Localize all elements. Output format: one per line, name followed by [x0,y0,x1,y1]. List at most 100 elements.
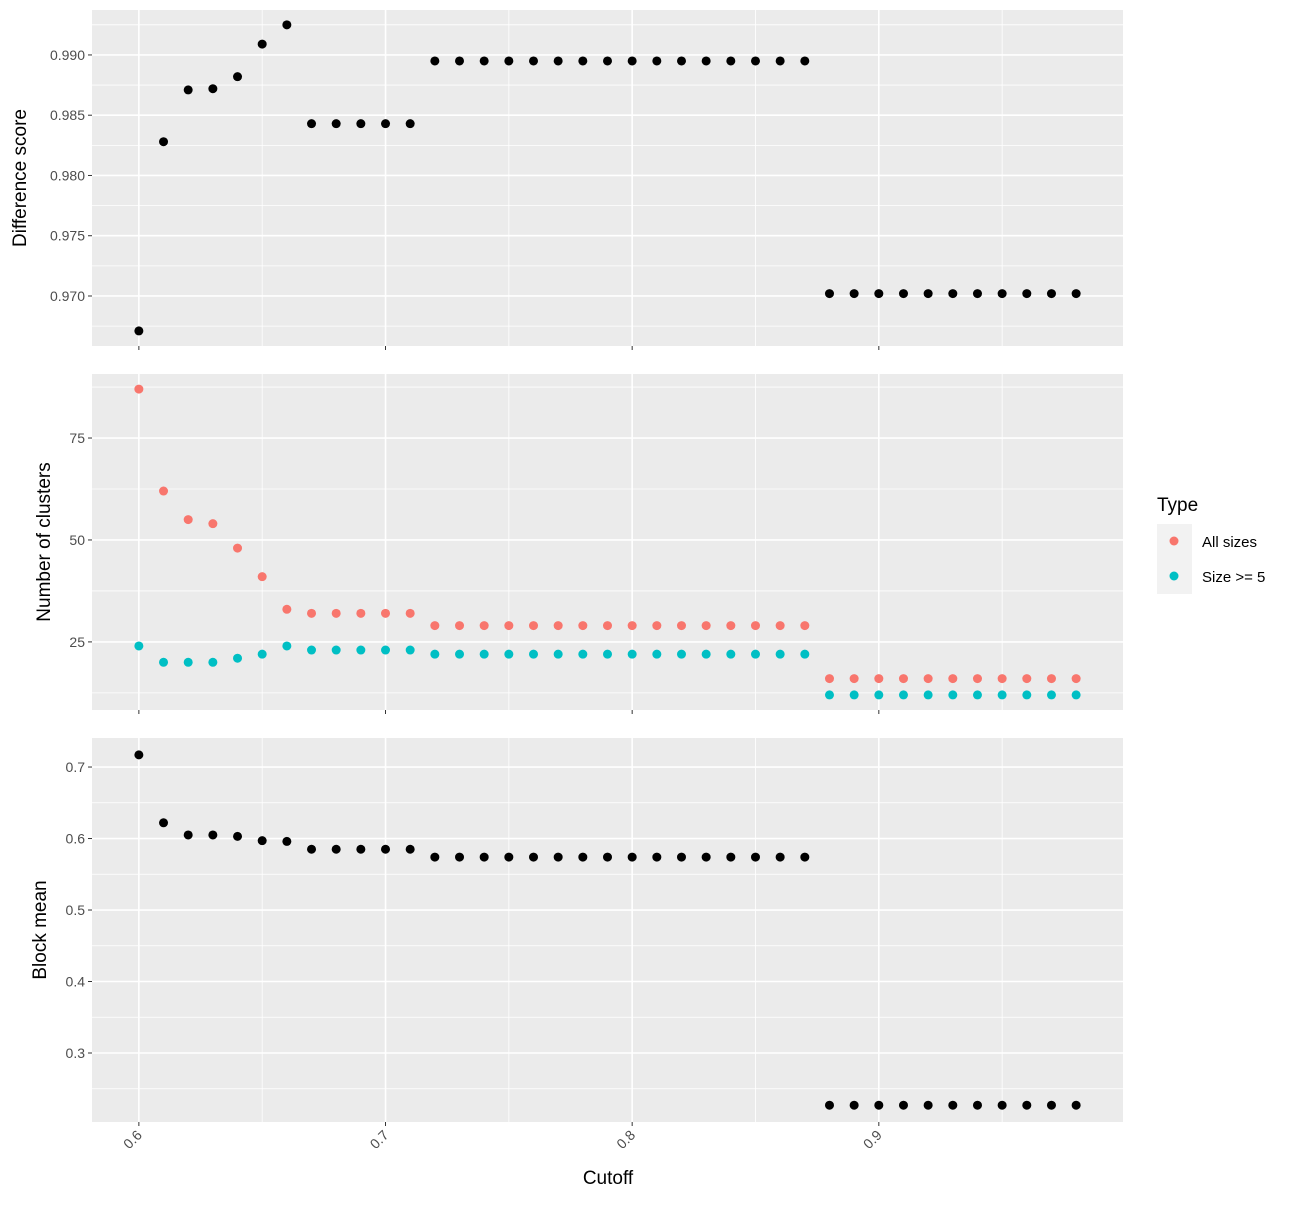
data-point [208,657,218,667]
data-point [972,674,982,684]
panel-background [92,738,1123,1122]
data-point [183,515,193,525]
data-point [159,486,169,496]
data-point [159,657,169,667]
data-point [479,621,489,631]
data-point [356,608,366,618]
data-point [553,852,563,862]
data-point [183,830,193,840]
data-point [504,649,514,659]
data-point [331,645,341,655]
data-point [627,852,637,862]
data-point [701,56,711,66]
data-point [282,604,292,614]
panel-1: 0.970 0.975 0.980 0.985 0.990 Difference scor… [10,10,1123,350]
legend-key-bg [1157,524,1192,594]
y-tick-label: 0.3 [66,1045,86,1061]
legend-key-all-sizes [1169,536,1179,546]
data-point [257,836,267,846]
data-point [307,844,317,854]
data-point [997,1100,1007,1110]
data-point [257,572,267,582]
data-point [282,836,292,846]
y-tick-label: 0.990 [50,47,85,63]
data-point [824,674,834,684]
data-point [578,649,588,659]
data-point [1071,289,1081,299]
data-point [307,119,317,129]
data-point [134,750,144,760]
data-point [824,289,834,299]
data-point [750,852,760,862]
data-point [603,649,612,659]
data-point [504,852,514,862]
data-point [529,649,539,659]
data-point [627,56,637,66]
data-point [800,56,810,66]
data-point [233,543,243,553]
data-point [701,852,711,862]
data-point [430,56,440,66]
data-point [775,649,785,659]
y-axis-label: Number of clusters [34,462,55,621]
data-point [997,289,1007,299]
data-point [750,621,760,631]
data-point [948,1100,958,1110]
data-point [479,852,489,862]
data-point [331,844,341,854]
data-point [405,645,415,655]
y-tick-label: 0.4 [66,974,86,990]
data-point [479,56,489,66]
y-tick-label: 0.5 [66,902,86,918]
legend-label-size-ge-5: Size >= 5 [1202,569,1265,586]
data-point [849,289,859,299]
data-point [331,119,341,129]
data-point [652,621,662,631]
data-point [997,690,1007,700]
data-point [676,56,686,66]
y-tick-label: 0.975 [50,228,85,244]
legend-title: Type [1157,495,1198,516]
y-tick-label: 75 [69,430,85,446]
data-point [750,56,760,66]
data-point [997,674,1007,684]
panel-3: 0.3 0.4 0.5 0.6 0.7 0.6 0.7 0.8 0.9 Block mean [30,738,1123,1152]
data-point [923,690,933,700]
data-point [627,621,637,631]
data-point [282,641,292,651]
data-point [676,649,686,659]
data-point [578,621,588,631]
data-point [1071,1100,1081,1110]
data-point [849,690,859,700]
data-point [257,649,267,659]
data-point [356,844,366,854]
data-point [923,674,933,684]
data-point [381,645,391,655]
data-point [676,852,686,862]
data-point [775,852,785,862]
y-axis-label: Block mean [30,880,51,979]
data-point [1046,690,1056,700]
data-point [775,56,785,66]
panel-2: 25 50 75 Number of clusters [34,374,1123,714]
data-point [405,844,415,854]
y-tick-label: 0.985 [50,107,85,123]
data-point [676,621,686,631]
data-point [183,657,193,667]
data-point [898,674,908,684]
data-point [331,608,341,618]
data-point [134,641,144,651]
data-point [603,621,612,631]
data-point [208,84,218,94]
data-point [849,1100,859,1110]
data-point [430,852,440,862]
data-point [381,608,391,618]
data-point [1071,674,1081,684]
data-point [307,608,317,618]
data-point [972,289,982,299]
data-point [652,56,662,66]
y-tick-label: 0.980 [50,167,85,183]
panel-background [92,374,1123,710]
data-point [578,56,588,66]
